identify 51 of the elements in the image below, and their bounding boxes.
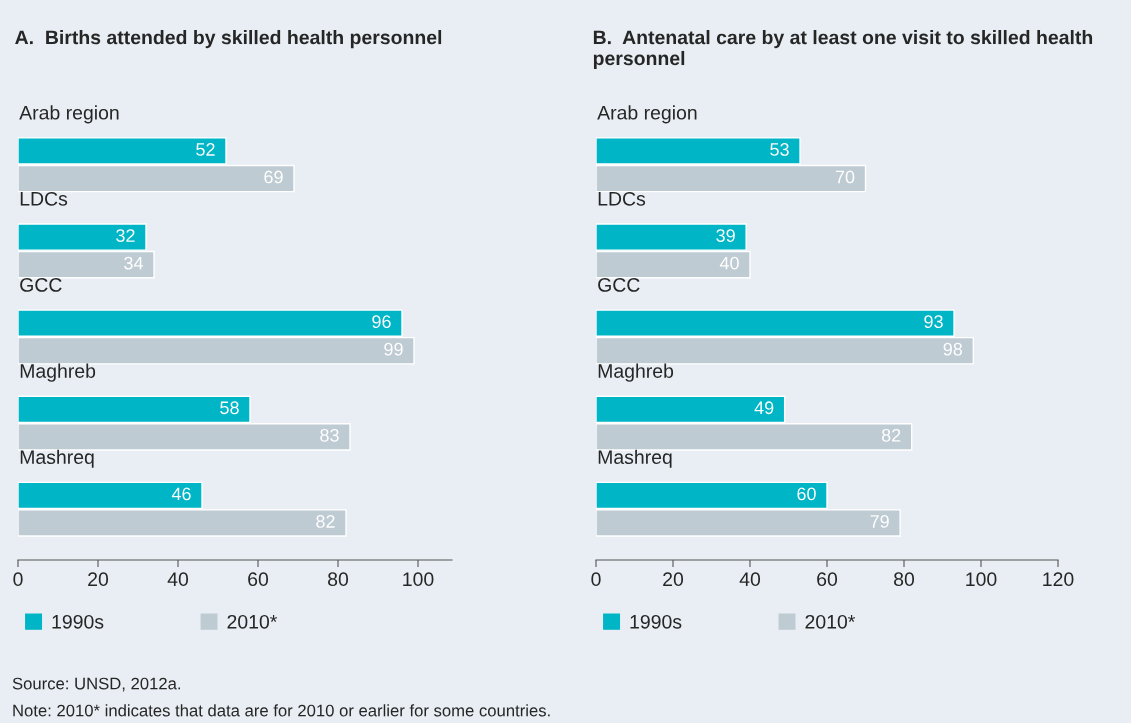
data-label: 79 [870,515,889,528]
x-tick-label: 100 [966,572,997,587]
data-label: 93 [924,315,943,329]
legend-label: 1990s [630,614,682,629]
x-tick-label: 100 [403,572,434,587]
x-tick-label: 40 [167,572,189,587]
data-label: 83 [320,428,339,442]
y-tick-label: Maghreb [20,363,96,382]
legend-label: 1990s [52,614,104,629]
y-tick-label: GCC [20,278,62,292]
data-label: 58 [220,401,239,415]
data-label: 60 [797,487,816,501]
chart-title: A. Births attended by skilled health personnel [15,30,442,49]
data-label: 69 [264,170,283,184]
data-label: 46 [171,487,191,501]
x-tick-label: 20 [663,572,684,587]
chart-title: B. Antenatal care by at least one visit to skilled health personnel [593,30,1093,70]
data-label: 82 [881,428,901,442]
x-tick-label: 0 [591,572,601,587]
data-label: 53 [770,143,789,156]
data-label: 32 [116,229,135,242]
x-tick-label: 0 [13,572,23,587]
x-tick-label: 80 [328,572,349,587]
x-tick-label: 60 [248,572,269,587]
x-tick-label: 20 [88,572,109,587]
data-label: 39 [716,229,735,242]
data-label: 96 [372,315,391,329]
x-tick-label: 80 [894,572,915,587]
y-tick-label: Arab region [597,105,697,124]
legend-label: 2010* [227,614,278,629]
data-label: 40 [719,256,739,270]
data-label: 70 [835,170,855,184]
data-label: 98 [943,342,963,356]
y-tick-label: LDCs [598,191,646,206]
y-tick-label: LDCs [20,191,68,206]
legend-label: 2010* [805,614,856,629]
y-tick-label: Mashreq [598,449,672,468]
x-tick-label: 60 [817,572,838,587]
source-note: Source: UNSD, 2012a. [12,677,181,692]
text: Note: 2010* indicates that data are for 2010 or earlier for some countries. [13,704,550,717]
y-tick-label: Maghreb [598,363,674,382]
y-tick-label: Mashreq [20,449,94,468]
y-tick-label: GCC [598,278,640,292]
data-label: 52 [196,143,215,156]
data-label: 34 [124,256,143,270]
x-tick-label: 120 [1043,572,1074,587]
data-label: 49 [754,401,774,415]
data-label: 99 [384,342,403,356]
y-tick-label: Arab region [19,105,119,124]
data-label: 82 [316,515,335,528]
x-tick-label: 40 [739,572,761,587]
